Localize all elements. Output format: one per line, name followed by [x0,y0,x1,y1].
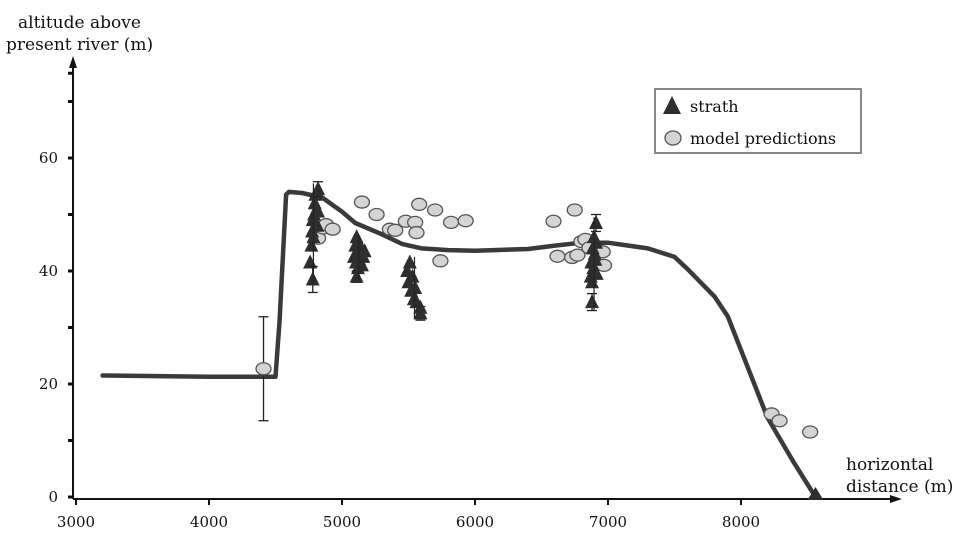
strath-point [305,271,320,286]
legend-circle-icon [664,130,682,146]
y-tick-label: 60 [39,149,58,167]
y-axis-arrow-icon [69,56,77,68]
strath-point [585,294,600,309]
model-point [408,225,425,240]
strath-point [357,243,372,258]
y-tick-label: 40 [39,262,58,280]
legend: strath model predictions [654,88,862,154]
model-point [353,195,371,209]
x-tick-label: 7000 [589,513,627,531]
model-point [457,214,474,228]
y-tick-label: 20 [39,375,58,393]
elevation-profile [100,189,818,500]
model-point [802,425,819,439]
x-tick-label: 8000 [722,513,760,531]
axes [69,56,902,503]
strath-point [589,214,604,229]
model-point [545,214,562,228]
strath-point [585,274,600,289]
x-tick-label: 6000 [456,513,494,531]
x-tick-label: 4000 [190,513,228,531]
model-point [368,207,385,222]
strath-point [588,251,603,266]
model-point [569,248,586,262]
model-point [432,254,449,268]
strath-point [311,181,326,196]
ticks: 3000 4000 5000 6000 7000 8000 0 20 40 60 [39,71,760,531]
strath-point [402,254,417,269]
legend-triangle-icon [663,96,681,114]
y-tick-label: 0 [48,488,58,506]
x-axis-label-line-1: horizontal [846,455,933,475]
model-point [255,362,272,376]
profile-line [100,189,818,500]
y-axis-label-line-1: altitude above [18,13,141,33]
model-point [549,249,566,263]
model-point [387,223,404,237]
y-axis-label-line-2: present river (m) [6,35,153,55]
strath-point [349,268,364,283]
strath-point [405,268,420,283]
strath-markers [303,181,824,500]
x-axis-arrow-icon [890,495,902,503]
strath-point [589,234,604,249]
model-point [426,203,444,217]
model-point [566,203,583,217]
x-tick-label: 5000 [323,513,361,531]
model-point [771,414,788,428]
legend-box [654,88,862,154]
strath-point [304,237,319,252]
legend-label-model: model predictions [690,129,836,148]
model-point [410,197,428,211]
strath-point [408,279,423,294]
strath-point-river-level [807,487,824,500]
x-tick-label: 3000 [57,513,95,531]
model-point [442,215,460,230]
strath-point [589,265,604,280]
x-axis-label-line-2: distance (m) [846,477,953,497]
strath-point [311,203,326,218]
legend-label-strath: strath [690,97,739,116]
model-predictions [255,195,819,439]
model-point [324,222,341,236]
strath-point [413,305,428,320]
